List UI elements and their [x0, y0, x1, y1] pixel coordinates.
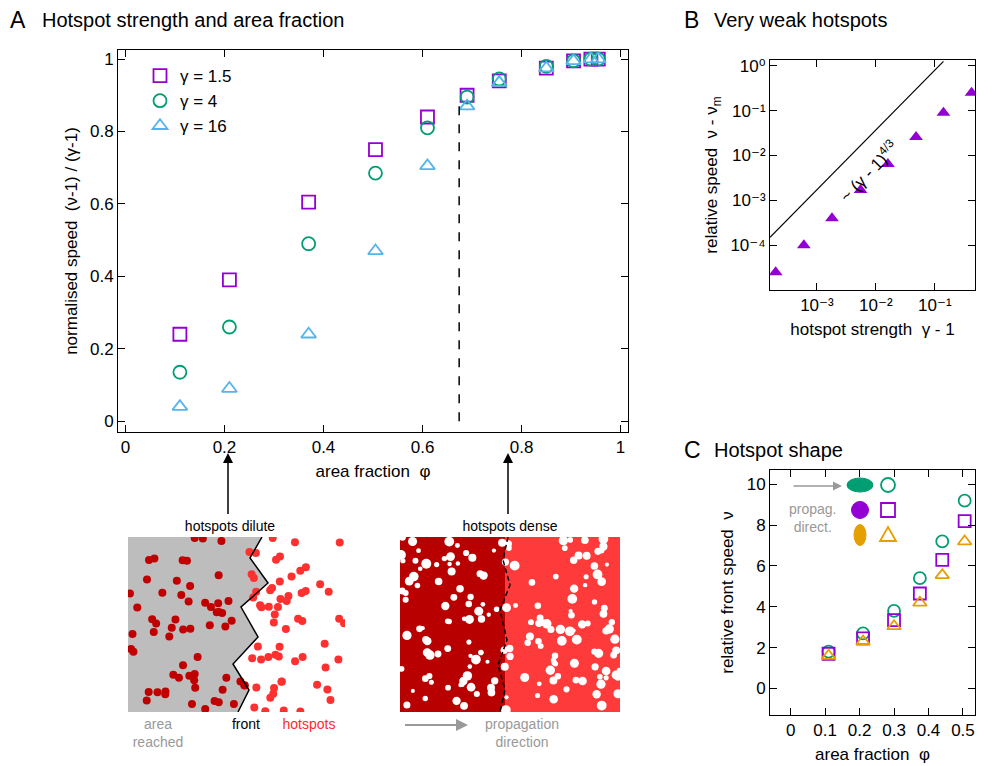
svg-text:10: 10 [747, 475, 766, 494]
svg-text:10⁻³: 10⁻³ [800, 296, 834, 315]
svg-text:0.2: 0.2 [90, 340, 114, 359]
svg-text:area fraction φ: area fraction φ [815, 745, 930, 764]
svg-text:0.6: 0.6 [90, 195, 114, 214]
svg-text:10⁰: 10⁰ [740, 57, 766, 76]
svg-text:relative front speed ν: relative front speed ν [718, 511, 737, 674]
svg-text:1: 1 [104, 50, 113, 69]
svg-text:~ (γ - 1)​4/3​: ~ (γ - 1)​4/3​ [834, 136, 903, 206]
svg-text:0.6: 0.6 [411, 438, 435, 457]
svg-text:Hotspot strength and area frac: Hotspot strength and area fraction [42, 9, 344, 31]
svg-text:10⁻²: 10⁻² [859, 296, 893, 315]
svg-text:hotspots dilute: hotspots dilute [185, 518, 275, 534]
svg-text:10⁻³: 10⁻³ [732, 191, 766, 210]
svg-text:γ = 16: γ = 16 [180, 117, 227, 136]
svg-text:hotspots dense: hotspots dense [463, 518, 558, 534]
svg-text:10⁻²: 10⁻² [732, 146, 766, 165]
svg-text:normalised speed (ν-1) / (γ-1: normalised speed (ν-1) / (γ-1) [62, 127, 81, 355]
svg-text:area: area [144, 716, 172, 732]
svg-text:10⁻¹: 10⁻¹ [732, 102, 766, 121]
svg-text:0.2: 0.2 [848, 721, 872, 740]
svg-text:0: 0 [756, 679, 765, 698]
svg-text:relative speed ν - ν​m​: relative speed ν - ν​m​ [702, 96, 724, 253]
svg-text:0: 0 [121, 438, 130, 457]
svg-text:0.3: 0.3 [882, 721, 906, 740]
svg-text:front: front [232, 716, 260, 732]
svg-text:direction: direction [496, 734, 549, 750]
svg-text:C: C [684, 437, 701, 463]
svg-text:area fraction φ: area fraction φ [316, 462, 431, 481]
svg-text:0.4: 0.4 [90, 267, 114, 286]
svg-text:γ = 4: γ = 4 [180, 92, 217, 111]
svg-text:8: 8 [756, 516, 765, 535]
svg-text:0.4: 0.4 [312, 438, 336, 457]
svg-text:hotspot strength γ - 1: hotspot strength γ - 1 [790, 320, 954, 339]
svg-text:0.5: 0.5 [951, 721, 975, 740]
svg-text:γ = 1.5: γ = 1.5 [180, 67, 232, 86]
svg-text:A: A [10, 7, 26, 33]
svg-text:propag.direct.: propag.direct. [789, 501, 836, 535]
svg-text:0.8: 0.8 [510, 438, 534, 457]
svg-text:10⁻⁴: 10⁻⁴ [730, 236, 765, 255]
svg-text:0.4: 0.4 [917, 721, 941, 740]
svg-text:0: 0 [104, 412, 113, 431]
svg-text:0: 0 [786, 721, 795, 740]
svg-text:propagation: propagation [485, 716, 559, 732]
svg-text:0.8: 0.8 [90, 122, 114, 141]
svg-text:4: 4 [756, 598, 765, 617]
svg-text:0.2: 0.2 [213, 438, 237, 457]
svg-text:Hotspot shape: Hotspot shape [714, 439, 843, 461]
svg-text:2: 2 [756, 639, 765, 658]
svg-text:1: 1 [616, 438, 625, 457]
svg-text:hotspots: hotspots [283, 716, 336, 732]
svg-text:10⁻¹: 10⁻¹ [918, 296, 952, 315]
svg-text:0.1: 0.1 [813, 721, 837, 740]
svg-text:B: B [684, 7, 699, 33]
svg-text:reached: reached [133, 734, 184, 750]
svg-text:6: 6 [756, 557, 765, 576]
svg-text:Very weak hotspots: Very weak hotspots [714, 9, 887, 31]
